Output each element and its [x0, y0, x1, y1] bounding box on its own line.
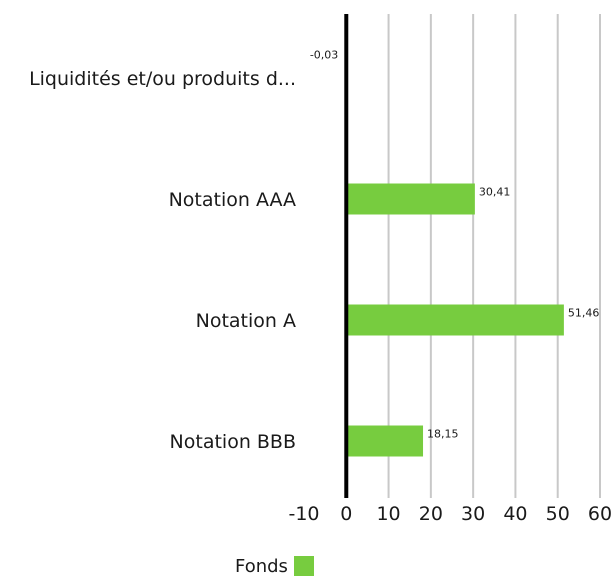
category-label: Notation A [196, 310, 296, 332]
x-tick-label: 20 [419, 503, 443, 525]
bar-value-label: 30,41 [479, 186, 511, 199]
x-tick-label: 60 [588, 503, 612, 525]
x-tick-label: 40 [503, 503, 527, 525]
x-tick-label: -10 [288, 503, 319, 525]
legend: Fonds [235, 556, 314, 576]
x-tick-labels: -10 0 10 20 30 40 50 60 [288, 503, 612, 525]
category-labels: Liquidités et/ou produits d... Notation A… [29, 68, 296, 453]
bar-value-label: -0,03 [310, 49, 338, 62]
x-tick-label: 50 [546, 503, 570, 525]
category-label: Liquidités et/ou produits d... [29, 68, 296, 90]
bar [346, 426, 423, 457]
legend-swatch [294, 556, 314, 576]
data-labels: -0,03 30,41 51,46 18,15 [310, 49, 600, 441]
gridlines [389, 14, 600, 498]
bar [346, 184, 475, 215]
legend-label: Fonds [235, 556, 288, 577]
x-tick-label: 30 [461, 503, 485, 525]
x-tick-label: 0 [340, 503, 352, 525]
bar-value-label: 18,15 [427, 428, 459, 441]
category-label: Notation AAA [169, 189, 296, 211]
bar [346, 305, 564, 336]
category-label: Notation BBB [170, 431, 296, 453]
bars [346, 63, 564, 457]
bar-value-label: 51,46 [568, 307, 600, 320]
x-tick-label: 10 [376, 503, 400, 525]
